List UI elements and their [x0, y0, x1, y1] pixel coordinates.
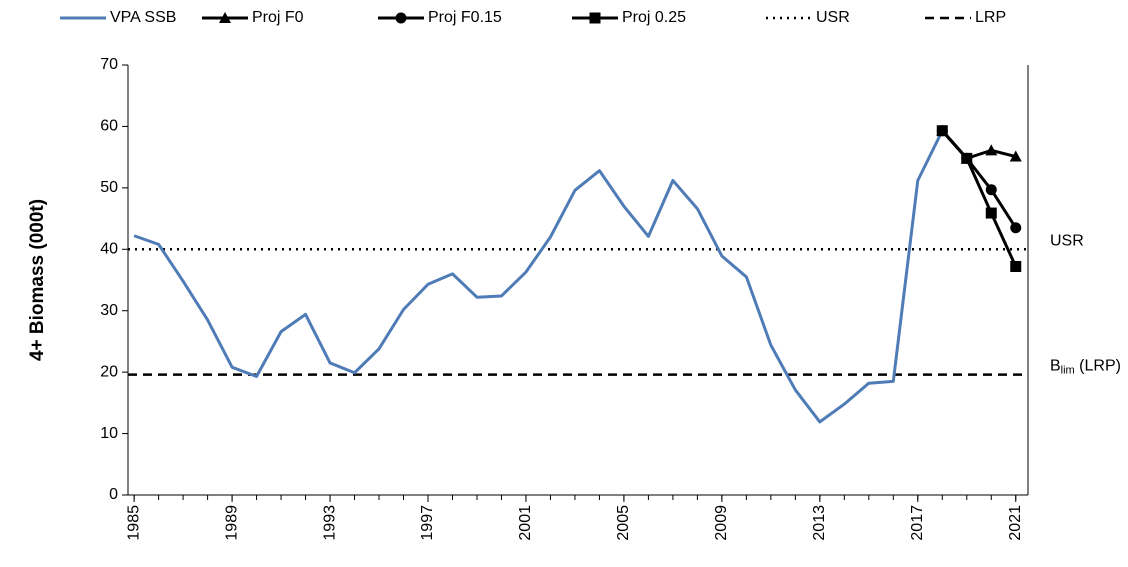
y-tick-label: 0 — [109, 486, 118, 503]
reference-label-part: lim — [1061, 365, 1075, 377]
square-marker — [1010, 260, 1022, 272]
y-tick-label: 70 — [100, 56, 118, 73]
legend-item: LRP — [925, 9, 1006, 26]
y-tick-label: 50 — [100, 179, 118, 196]
triangle-marker — [985, 144, 998, 156]
y-tick-label: 20 — [100, 363, 118, 380]
legend-label: LRP — [975, 9, 1006, 26]
x-tick-label: 2001 — [517, 505, 534, 541]
reference-label-part: (LRP) — [1075, 358, 1121, 375]
legend-label: VPA SSB — [110, 9, 176, 26]
circle-marker — [1010, 222, 1022, 234]
y-tick-label: 40 — [100, 241, 118, 258]
x-tick-label: 1997 — [419, 505, 436, 541]
legend-label: Proj F0.15 — [428, 9, 502, 26]
y-tick-label: 60 — [100, 118, 118, 135]
legend-marker — [589, 12, 601, 24]
y-tick-label: 30 — [100, 302, 118, 319]
legend-item: Proj F0 — [202, 9, 304, 26]
legend-item: Proj F0.15 — [378, 9, 502, 26]
y-tick-label: 10 — [100, 425, 118, 442]
legend-item: Proj 0.25 — [572, 9, 686, 26]
y-axis-label: 4+ Biomass (000t) — [27, 199, 48, 361]
square-marker — [985, 207, 997, 219]
legend-marker — [219, 12, 231, 23]
x-tick-label: 2017 — [909, 505, 926, 541]
circle-marker — [985, 184, 997, 196]
legend-item: USR — [766, 9, 850, 26]
x-tick-label: 2009 — [713, 505, 730, 541]
legend-label: USR — [816, 9, 850, 26]
x-tick-label: 1985 — [125, 505, 142, 541]
square-marker — [936, 125, 948, 137]
square-marker — [961, 152, 973, 164]
reference-label: USR — [1050, 233, 1084, 250]
legend-label: Proj 0.25 — [622, 9, 686, 26]
reference-label-part: USR — [1050, 233, 1084, 250]
triangle-marker — [1009, 150, 1022, 162]
reference-label: Blim (LRP) — [1050, 358, 1121, 377]
series-line — [941, 129, 1018, 268]
reference-label-part: B — [1050, 358, 1061, 375]
x-tick-label: 1989 — [223, 505, 240, 541]
x-tick-label: 2013 — [811, 505, 828, 541]
x-tick-label: 2005 — [615, 505, 632, 541]
series-line — [133, 130, 944, 424]
x-tick-label: 1993 — [321, 505, 338, 541]
x-tick-label: 2021 — [1007, 505, 1024, 541]
legend-marker — [395, 12, 407, 24]
legend-label: Proj F0 — [252, 9, 304, 26]
legend-item: VPA SSB — [60, 9, 176, 26]
